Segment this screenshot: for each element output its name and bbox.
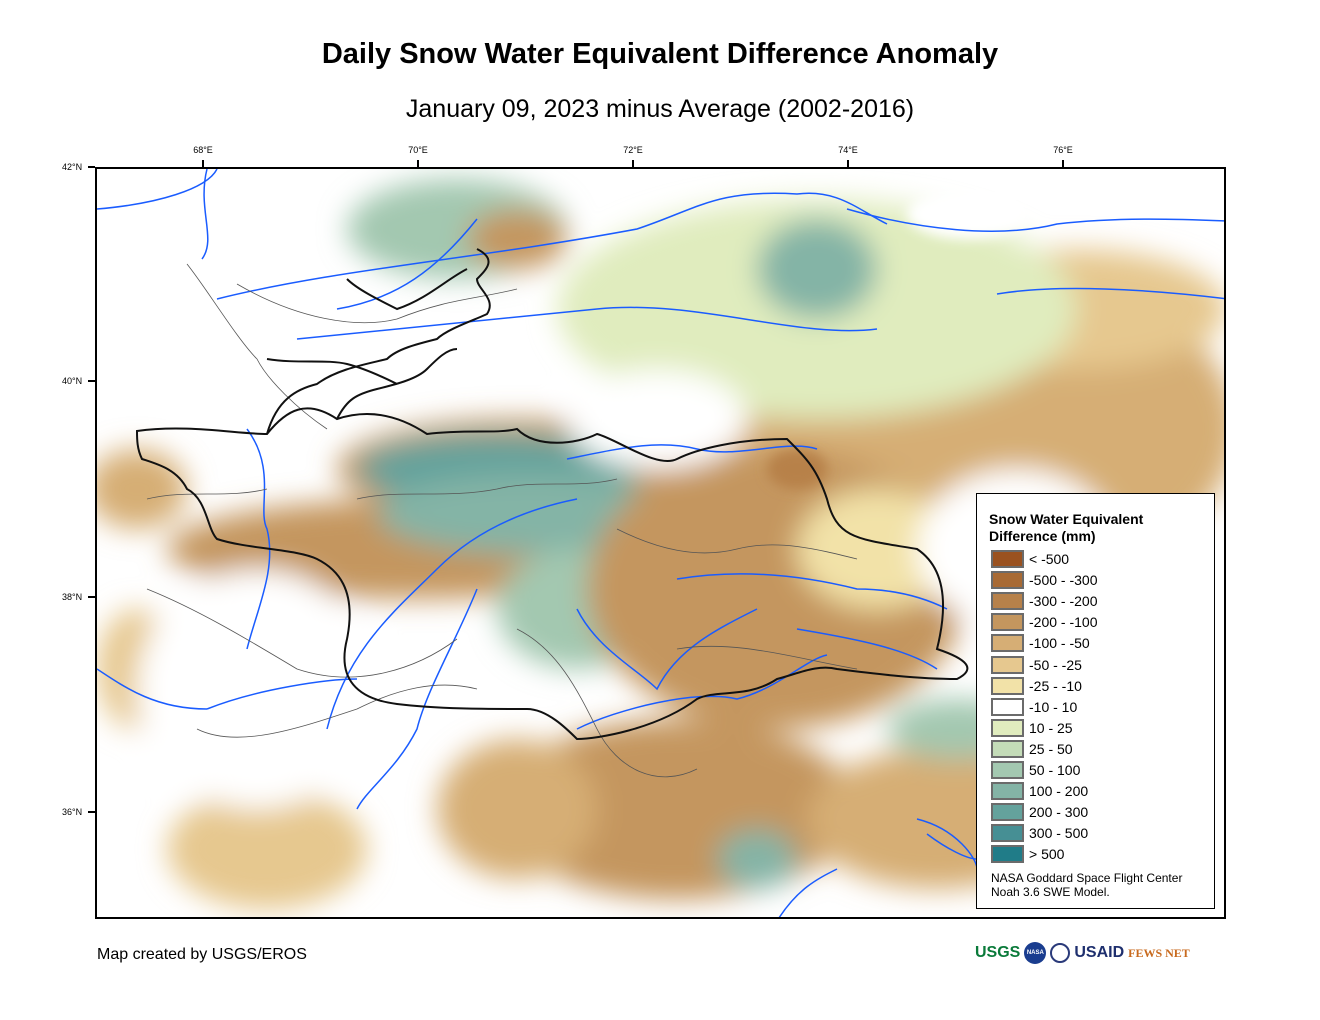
legend-item: -25 - -10 <box>991 676 1082 695</box>
legend-label: < -500 <box>1029 551 1070 567</box>
lat-tick <box>88 380 95 382</box>
legend-item: 200 - 300 <box>991 803 1089 822</box>
lon-tick <box>202 160 204 167</box>
legend-swatch <box>991 592 1024 611</box>
lon-tick <box>632 160 634 167</box>
lon-tick <box>1062 160 1064 167</box>
lat-tick-label: 38°N <box>62 592 83 602</box>
country-borders <box>135 248 969 741</box>
legend-swatch <box>991 655 1024 674</box>
legend-item: < -500 <box>991 550 1069 568</box>
legend-label: -100 - -50 <box>1029 635 1090 652</box>
map-subtitle: January 09, 2023 minus Average (2002-201… <box>405 95 915 123</box>
legend-label: -200 - -100 <box>1029 614 1098 631</box>
anomaly-map <box>97 169 1224 917</box>
legend-swatch <box>991 845 1024 864</box>
legend-label: -300 - -200 <box>1029 593 1098 610</box>
legend-credit: NASA Goddard Space Flight Center Noah 3.… <box>991 871 1182 899</box>
nasa-logo: NASA <box>1024 942 1047 964</box>
legend-swatch <box>991 676 1024 695</box>
legend-swatch <box>991 824 1024 843</box>
footer-credit: Map created by USGS/EROS <box>97 946 307 963</box>
legend-item: -200 - -100 <box>991 613 1098 632</box>
fews-net-logo: FEWS NET <box>1128 945 1190 960</box>
lon-tick-label: 72°E <box>623 145 643 155</box>
legend-swatch <box>991 571 1024 590</box>
legend-item: 25 - 50 <box>991 739 1073 758</box>
legend-swatch <box>991 761 1024 779</box>
legend-label: -25 - -10 <box>1029 677 1082 694</box>
legend-label: 300 - 500 <box>1029 825 1089 842</box>
legend-item: -300 - -200 <box>991 592 1098 611</box>
legend-label: -50 - -25 <box>1029 656 1082 673</box>
lat-tick <box>88 811 95 813</box>
lat-tick-label: 40°N <box>62 376 83 386</box>
legend-swatch <box>991 739 1024 758</box>
legend-item: -500 - -300 <box>991 571 1098 590</box>
lon-tick-label: 76°E <box>1053 145 1073 155</box>
legend-label: 50 - 100 <box>1029 762 1081 778</box>
legend-swatch <box>991 782 1024 801</box>
lon-tick <box>417 160 419 167</box>
legend-swatch <box>991 613 1024 632</box>
legend: Snow Water Equivalent Difference (mm) < … <box>976 493 1215 909</box>
legend-item: 100 - 200 <box>991 782 1089 801</box>
legend-item: 50 - 100 <box>991 761 1080 779</box>
lat-tick-label: 42°N <box>62 162 83 172</box>
legend-label: -10 - 10 <box>1029 698 1078 715</box>
legend-label: -500 - -300 <box>1029 572 1098 589</box>
map-frame[interactable] <box>95 167 1226 919</box>
lon-tick-label: 74°E <box>838 145 858 155</box>
legend-label: 200 - 300 <box>1029 804 1089 821</box>
usgs-logo: USGS <box>975 944 1021 961</box>
legend-swatch <box>991 803 1024 822</box>
legend-label: 10 - 25 <box>1029 719 1073 736</box>
legend-label: 25 - 50 <box>1029 740 1073 757</box>
lon-tick-label: 70°E <box>408 145 428 155</box>
legend-item: -100 - -50 <box>991 634 1090 653</box>
credit-line: NASA Goddard Space Flight Center <box>991 871 1183 885</box>
legend-item: 10 - 25 <box>991 718 1073 737</box>
lon-tick-label: 68°E <box>193 145 213 155</box>
legend-item: -50 - -25 <box>991 655 1082 674</box>
legend-swatch <box>991 697 1024 716</box>
legend-item: > 500 <box>991 845 1065 864</box>
lon-tick <box>847 160 849 167</box>
lat-tick <box>88 166 95 168</box>
legend-swatch <box>991 718 1024 737</box>
legend-swatch <box>991 634 1024 653</box>
legend-swatch <box>991 550 1024 568</box>
usaid-seal-icon <box>1050 943 1071 963</box>
map-title: Daily Snow Water Equivalent Difference A… <box>321 38 999 70</box>
partner-logos: USGS NASA USAID FEWS NET <box>975 938 1223 968</box>
lat-tick <box>88 596 95 598</box>
legend-label: 100 - 200 <box>1029 783 1089 800</box>
legend-item: 300 - 500 <box>991 824 1089 843</box>
legend-label: > 500 <box>1029 846 1065 863</box>
credit-line: Noah 3.6 SWE Model. <box>991 885 1110 899</box>
usaid-logo: USAID <box>1074 944 1125 961</box>
legend-title: Snow Water Equivalent Difference (mm) <box>989 511 1144 544</box>
legend-item: -10 - 10 <box>991 697 1078 716</box>
lat-tick-label: 36°N <box>62 807 83 817</box>
rivers <box>97 169 1224 917</box>
